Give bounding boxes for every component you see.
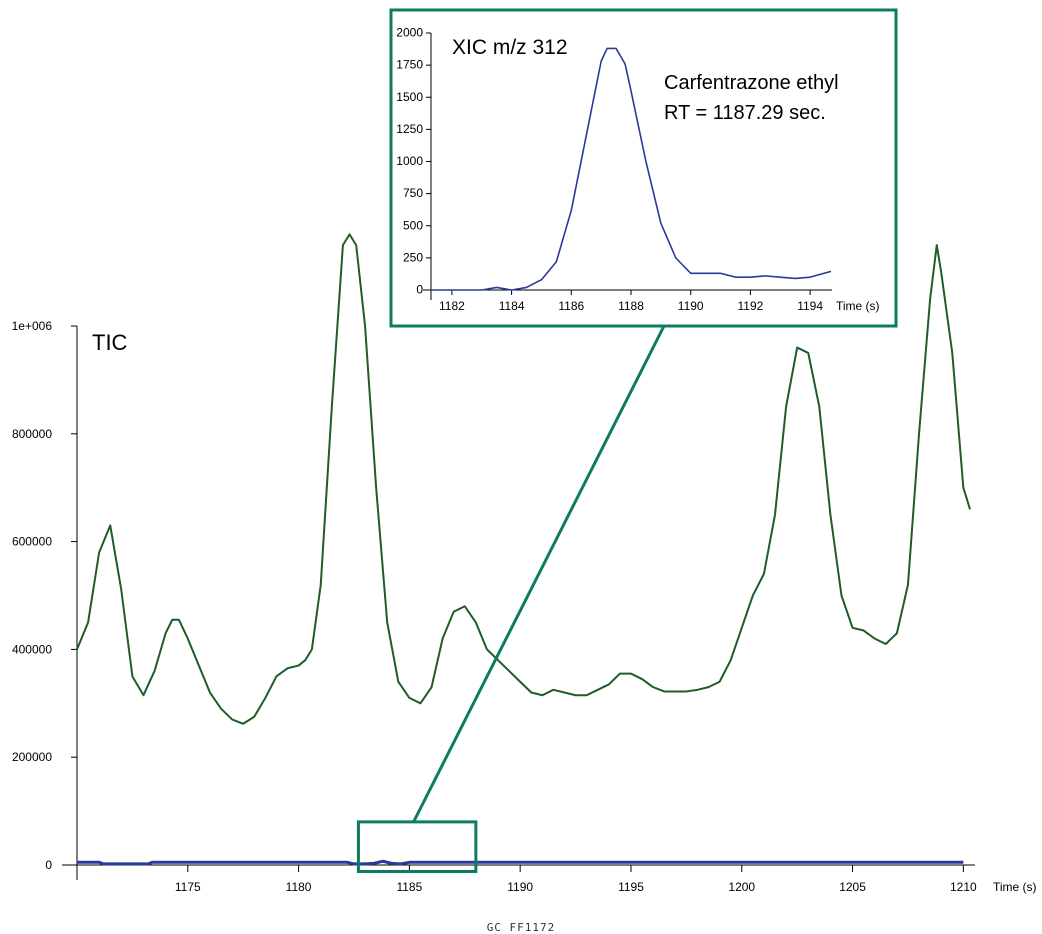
tic-label: TIC — [92, 330, 128, 355]
x-tick-label: 1205 — [839, 880, 866, 894]
xic-series-line-inset — [431, 47, 832, 291]
zoom-connector-line — [412, 325, 666, 823]
inset-x-tick-label: 1190 — [678, 299, 704, 313]
inset-y-tick-label: 1250 — [396, 122, 423, 136]
x-tick-label: 1195 — [618, 880, 644, 894]
inset-x-axis-label: Time (s) — [836, 299, 880, 313]
xic-series-line-main — [77, 859, 964, 866]
x-tick-label: 1190 — [507, 880, 533, 894]
inset-y-tick-label: 250 — [403, 250, 423, 264]
xic-inset-chart: 0 250 500 750 1000 1250 1500 1750 2000 1182 1184 11… — [389, 8, 898, 328]
retention-time: RT = 1187.29 sec. — [664, 102, 826, 124]
inset-x-tick-label: 1192 — [737, 299, 763, 313]
x-tick-label: 1185 — [396, 880, 422, 894]
inset-x-tick-label: 1186 — [558, 299, 584, 313]
inset-x-tick-label: 1182 — [439, 299, 465, 313]
inset-title: XIC m/z 312 — [452, 36, 568, 59]
x-tick-label: 1210 — [950, 880, 977, 894]
x-axis-label: Time (s) — [993, 880, 1037, 894]
zoom-box — [356, 820, 478, 873]
zoom-connector — [412, 325, 666, 823]
y-tick-label: 600000 — [12, 535, 52, 549]
y-tick-label: 800000 — [12, 427, 52, 441]
inset-x-tick-label: 1188 — [618, 299, 644, 313]
inset-y-tick-label: 0 — [416, 283, 423, 297]
inset-frame — [389, 8, 898, 328]
compound-name: Carfentrazone ethyl — [664, 72, 839, 94]
inset-y-tick-label: 750 — [403, 186, 423, 200]
inset-y-tick-label: 500 — [403, 218, 423, 232]
inset-y-tick-label: 2000 — [396, 26, 423, 40]
x-tick-label: 1180 — [286, 880, 312, 894]
inset-x-tick-label: 1184 — [499, 299, 525, 313]
x-tick-label: 1175 — [175, 880, 201, 894]
y-tick-label: 200000 — [12, 750, 52, 764]
tic-series-line — [76, 233, 971, 725]
figure-code: GC FF1172 — [486, 921, 556, 934]
inset-x-tick-label: 1194 — [797, 299, 823, 313]
y-tick-label: 1e+006 — [12, 319, 53, 333]
inset-y-tick-label: 1000 — [396, 154, 423, 168]
x-tick-label: 1200 — [728, 880, 755, 894]
y-tick-label: 0 — [45, 858, 52, 872]
tic-chart: 0 200000 400000 600000 800000 1e+006 1175 1180 1… — [12, 233, 1037, 894]
inset-y-tick-label: 1750 — [396, 58, 423, 72]
y-tick-label: 400000 — [12, 642, 52, 656]
inset-y-tick-label: 1500 — [396, 90, 423, 104]
